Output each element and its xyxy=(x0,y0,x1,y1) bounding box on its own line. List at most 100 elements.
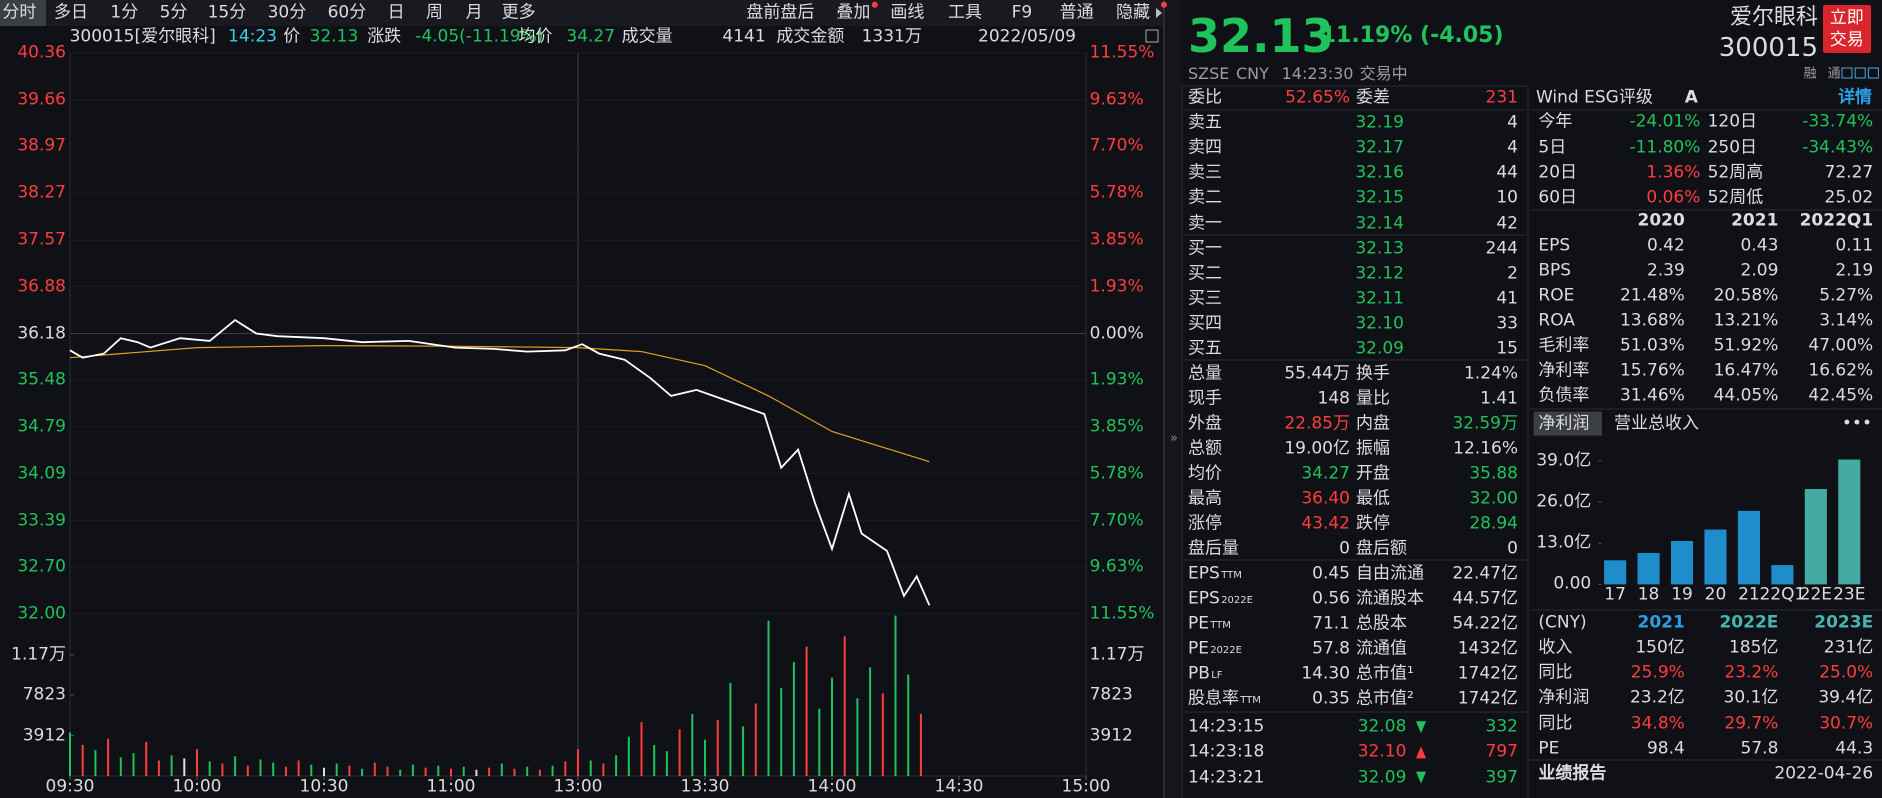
toolbar-tab[interactable]: 日 xyxy=(387,2,405,23)
ratio-cell: 委差 xyxy=(1356,87,1390,108)
forecast-cell: 25.0% xyxy=(1819,662,1874,683)
fin-cell: 2.09 xyxy=(1740,260,1779,281)
asks-cell: 卖一 xyxy=(1188,213,1222,233)
info-amount: 1331万 xyxy=(861,26,922,47)
volume-bar xyxy=(107,738,110,776)
volume-bar xyxy=(526,766,529,776)
toolbar-tab[interactable]: 15分 xyxy=(207,2,247,23)
chart-tab[interactable]: 净利润 xyxy=(1538,413,1590,434)
chart-tab[interactable]: 营业总收入 xyxy=(1614,413,1699,434)
valuation-value: 0.35 xyxy=(1312,688,1350,709)
quote-exchange: SZSE xyxy=(1188,64,1230,84)
volume-bar xyxy=(81,744,84,776)
y2-tick-label: 3.85% xyxy=(1089,229,1144,250)
tick-price: 32.10 xyxy=(1357,741,1407,762)
x-tick-label: 22Q1 xyxy=(1759,584,1806,605)
esg-label: Wind ESG评级 xyxy=(1536,87,1653,108)
info-time: 14:23 xyxy=(228,26,277,47)
volume-bar xyxy=(894,615,897,776)
volume-bar xyxy=(831,677,833,776)
asks-cell: 42 xyxy=(1496,213,1518,233)
stats-cell: 外盘 xyxy=(1188,413,1222,434)
perf-cell: 52周低 xyxy=(1707,187,1764,208)
y2-tick-label: 7.70% xyxy=(1089,135,1144,156)
toolbar-tab[interactable]: 多日 xyxy=(54,2,88,23)
toolbar-button[interactable]: F9 xyxy=(1011,2,1033,23)
volume-bar xyxy=(564,761,567,776)
report-label: 业绩报告 xyxy=(1538,763,1607,784)
volume-bar xyxy=(462,766,465,776)
toolbar-button[interactable]: 工具 xyxy=(948,2,982,23)
toolbar-tab[interactable]: 5分 xyxy=(159,2,188,23)
forecast-cell: 98.4 xyxy=(1646,738,1685,759)
volume-bar xyxy=(284,766,287,776)
toolbar-tab[interactable]: 月 xyxy=(465,2,483,23)
volume-bar xyxy=(500,763,503,776)
y-tick-label: 36.88 xyxy=(17,276,66,297)
toolbar-tab[interactable]: 30分 xyxy=(267,2,307,23)
x-tick-label: 21 xyxy=(1738,584,1760,605)
volume-bar xyxy=(513,768,516,776)
toolbar-tab[interactable]: 1分 xyxy=(110,2,139,23)
bar xyxy=(1604,560,1627,585)
fin-cell: ROA xyxy=(1538,310,1575,331)
forecast-cell: 同比 xyxy=(1538,662,1573,683)
volume-bar xyxy=(373,762,376,776)
toolbar-button[interactable]: 普通 xyxy=(1059,2,1094,23)
bids-cell: 2 xyxy=(1507,263,1518,284)
stats-cell: 35.88 xyxy=(1469,463,1518,484)
ratio-cell: 委比 xyxy=(1188,87,1222,108)
volume-bar xyxy=(615,755,618,776)
valuation-label: 股息率 xyxy=(1188,688,1239,709)
bids-cell: 32.11 xyxy=(1355,288,1404,309)
volume-bar xyxy=(742,726,745,776)
x-tick-label: 10:00 xyxy=(172,776,222,797)
fin-cell: 15.76% xyxy=(1619,360,1685,381)
volume-bar xyxy=(272,762,275,776)
tool-icon xyxy=(1854,67,1866,79)
toolbar-arrow xyxy=(1156,8,1162,18)
stats-cell: 32.00 xyxy=(1469,488,1518,509)
perf-cell: 250日 xyxy=(1707,137,1758,158)
volume-bar xyxy=(602,763,605,776)
toolbar-tab[interactable]: 周 xyxy=(426,2,443,23)
y2-tick-label: 9.63% xyxy=(1089,556,1144,577)
avg-price-line xyxy=(69,344,930,463)
fin-cell: 5.27% xyxy=(1819,285,1874,306)
volume-bar xyxy=(907,674,910,776)
trade-button[interactable]: 立即交易 xyxy=(1822,4,1871,53)
bids-cell: 买二 xyxy=(1188,263,1222,284)
info-amount-label: 成交金额 xyxy=(776,26,845,47)
volume-bar xyxy=(754,703,757,776)
fin-cell: 负债率 xyxy=(1538,385,1590,406)
perf-cell: 1.36% xyxy=(1646,162,1701,183)
valuation-value: 14.30 xyxy=(1301,663,1350,684)
toolbar-button[interactable]: 盘前盘后 xyxy=(746,2,815,23)
volume-bar xyxy=(488,767,491,776)
esg-link[interactable]: 详情 xyxy=(1838,87,1872,108)
volume-bar xyxy=(818,708,821,776)
toolbar-tab[interactable]: 更多 xyxy=(501,2,536,23)
price-change: -11.19% (-4.05) xyxy=(1311,23,1504,48)
stats-cell: 28.94 xyxy=(1469,513,1518,534)
y2-tick-label: 7.70% xyxy=(1089,510,1144,531)
perf-cell: 25.02 xyxy=(1824,187,1874,208)
toolbar-tab[interactable]: 分时 xyxy=(2,2,37,23)
volume-tick-label: 1.17万 xyxy=(1089,644,1145,665)
perf-cell: -11.80% xyxy=(1629,137,1701,158)
x-tick-label: 09:30 xyxy=(45,776,95,797)
toolbar-button[interactable]: 叠加 xyxy=(836,2,871,23)
volume-bar xyxy=(183,758,186,776)
bar xyxy=(1804,489,1827,585)
volume-bar xyxy=(767,620,770,776)
valuation-value: 44.57亿 xyxy=(1452,588,1518,609)
more-button[interactable]: ••• xyxy=(1841,413,1872,434)
toolbar-button[interactable]: 隐藏 xyxy=(1116,2,1150,23)
toolbar-button[interactable]: 画线 xyxy=(890,2,925,23)
forecast-cell: 150亿 xyxy=(1635,637,1685,658)
toolbar-tab[interactable]: 60分 xyxy=(327,2,367,23)
volume-bar xyxy=(919,713,922,776)
info-avg-label: 均价 xyxy=(518,26,553,47)
stats-cell: 盘后量 xyxy=(1188,538,1239,559)
